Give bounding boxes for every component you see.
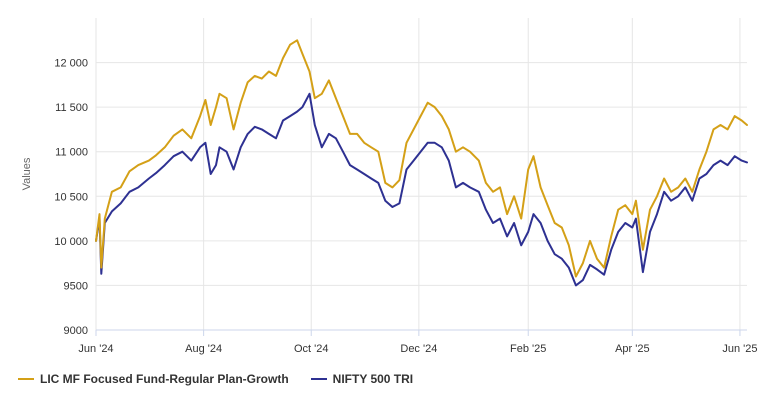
x-tick-label: Jun '24 xyxy=(78,343,113,355)
x-tick-label: Aug '24 xyxy=(185,343,222,355)
series-lines[interactable] xyxy=(95,39,748,287)
legend-label-index: NIFTY 500 TRI xyxy=(332,372,414,386)
gridlines xyxy=(95,18,747,331)
x-tick-label: Apr '25 xyxy=(615,343,650,355)
legend-item-index[interactable]: NIFTY 500 TRI xyxy=(310,372,414,386)
legend-item-fund[interactable]: LIC MF Focused Fund-Regular Plan-Growth xyxy=(18,372,289,386)
legend-swatch-fund xyxy=(18,378,34,380)
y-axis-title: Values xyxy=(21,157,33,190)
series-line-index[interactable] xyxy=(95,92,748,287)
y-tick-label: 11 500 xyxy=(55,102,88,114)
y-tick-label: 10 000 xyxy=(54,236,88,248)
series-line-fund[interactable] xyxy=(95,39,748,278)
y-tick-label: 9000 xyxy=(64,325,88,337)
legend-swatch-index xyxy=(310,378,327,380)
y-tick-label: 12 000 xyxy=(54,58,88,70)
x-tick-label: Dec '24 xyxy=(400,343,437,355)
x-tick-label: Oct '24 xyxy=(294,343,329,355)
y-tick-label: 9500 xyxy=(64,280,88,292)
legend: LIC MF Focused Fund-Regular Plan-Growth … xyxy=(18,372,413,386)
line-chart: 9000 9500 10 000 10 500 11 000 11 500 12 000 Ju… xyxy=(21,18,758,355)
legend-label-fund: LIC MF Focused Fund-Regular Plan-Growth xyxy=(40,372,289,386)
x-tick-label: Jun '25 xyxy=(722,343,757,355)
y-tick-label: 11 000 xyxy=(55,147,88,159)
axes: 9000 9500 10 000 10 500 11 000 11 500 12 000 Ju… xyxy=(54,58,757,355)
x-tick-label: Feb '25 xyxy=(510,343,546,355)
y-tick-label: 10 500 xyxy=(54,191,88,203)
